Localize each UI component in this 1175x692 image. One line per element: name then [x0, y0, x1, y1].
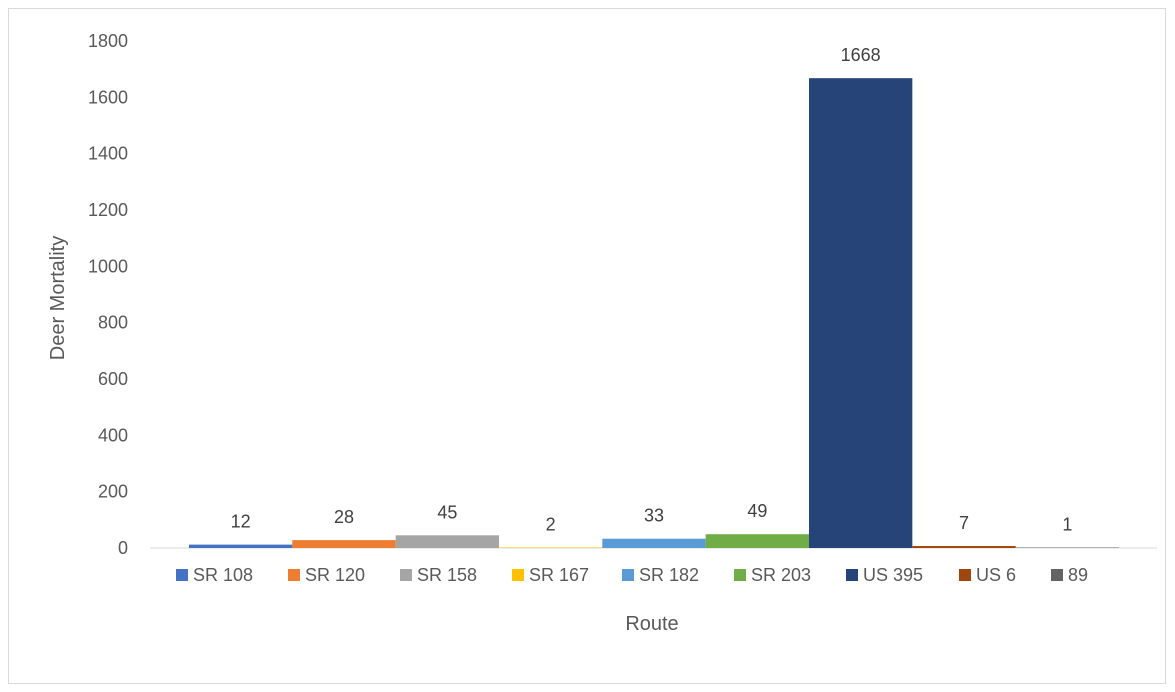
- data-label: 7: [959, 513, 969, 533]
- data-label: 1668: [841, 45, 881, 65]
- y-tick-label: 800: [98, 313, 128, 333]
- bar-sr-108: [189, 544, 293, 548]
- data-label: 1: [1062, 515, 1072, 535]
- legend-swatch: [288, 569, 300, 581]
- data-label: 12: [231, 512, 251, 532]
- data-label: 28: [334, 507, 354, 527]
- y-axis: 0 200 400 600 800 1000 1200 1400 1600 1800: [88, 31, 128, 558]
- legend-swatch: [846, 569, 858, 581]
- legend-label: US 6: [976, 565, 1016, 585]
- legend-label: 89: [1068, 565, 1088, 585]
- y-tick-label: 1400: [88, 144, 128, 164]
- legend-label: SR 108: [193, 565, 253, 585]
- legend-swatch: [1051, 569, 1063, 581]
- data-label: 49: [747, 501, 767, 521]
- bar-89: [1015, 547, 1119, 548]
- legend-swatch: [622, 569, 634, 581]
- legend-label: SR 120: [305, 565, 365, 585]
- data-label: 45: [437, 502, 457, 522]
- legend-swatch: [734, 569, 746, 581]
- legend-label: SR 158: [417, 565, 477, 585]
- legend-swatch: [959, 569, 971, 581]
- legend: SR 108 SR 120 SR 158 SR 167 SR 182 SR 203 US 3…: [176, 565, 1088, 585]
- legend-label: SR 203: [751, 565, 811, 585]
- bar-sr-120: [292, 540, 396, 548]
- bar-sr-182: [602, 538, 706, 548]
- y-axis-title: Deer Mortality: [47, 236, 69, 360]
- y-tick-label: 1000: [88, 256, 128, 276]
- bars: [189, 78, 1119, 549]
- legend-label: SR 167: [529, 565, 589, 585]
- x-axis-title: Route: [625, 613, 678, 635]
- data-labels: 12 28 45 2 33 49 1668 7 1: [231, 45, 1073, 535]
- y-tick-label: 1200: [88, 200, 128, 220]
- data-label: 33: [644, 506, 664, 526]
- y-tick-label: 600: [98, 369, 128, 389]
- legend-swatch: [512, 569, 524, 581]
- y-tick-label: 1600: [88, 87, 128, 107]
- y-tick-label: 0: [118, 538, 128, 558]
- bar-sr-203: [705, 534, 809, 548]
- y-tick-label: 1800: [88, 31, 128, 51]
- bar-us-395: [809, 78, 913, 549]
- bar-us-6: [912, 546, 1016, 548]
- data-label: 2: [546, 514, 556, 534]
- legend-label: SR 182: [639, 565, 699, 585]
- bar-sr-167: [499, 547, 603, 548]
- y-tick-label: 200: [98, 482, 128, 502]
- bar-sr-158: [395, 535, 499, 548]
- legend-swatch: [400, 569, 412, 581]
- chart-area: [8, 8, 1166, 684]
- legend-swatch: [176, 569, 188, 581]
- legend-label: US 395: [863, 565, 923, 585]
- y-tick-label: 400: [98, 425, 128, 445]
